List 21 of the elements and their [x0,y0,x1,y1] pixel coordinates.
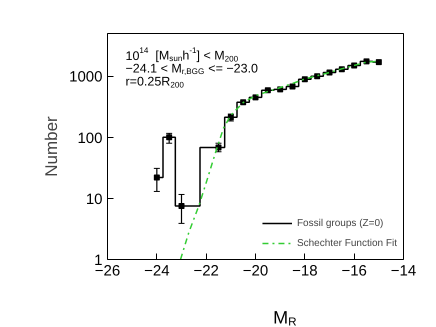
x-tick-label: −20 [242,262,268,280]
x-tick-label: −18 [292,262,318,280]
x-tick-label: −22 [193,262,219,280]
x-tick-label: −24 [144,262,170,280]
y-tick-label: 1000 [69,68,103,86]
x-tick-label: −16 [341,262,367,280]
x-tick-label: −14 [390,262,416,280]
point [154,174,160,180]
point [178,203,184,210]
point [290,83,296,90]
point [376,59,382,66]
y-tick-label: 100 [77,130,103,147]
point [364,58,370,64]
y-axis-title: Number [42,116,62,177]
legend-label: Fossil groups (Z=0) [296,218,384,228]
y-tick-label: 1 [94,252,102,269]
point [252,94,258,100]
point [166,134,172,140]
point [302,76,308,82]
y-tick-label: 10 [86,190,103,208]
legend-label: Schechter Function Fit [296,238,397,248]
